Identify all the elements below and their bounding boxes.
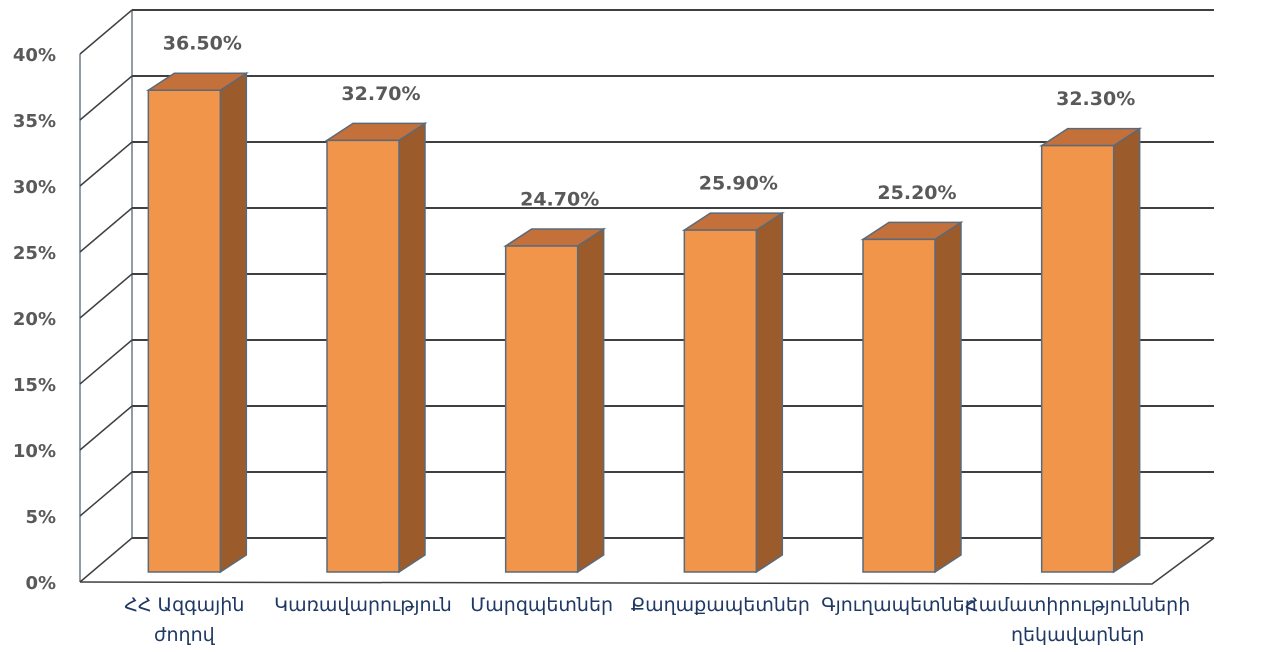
x-tick-label: Գյուղապետներ [821, 594, 977, 616]
data-label: 36.50% [163, 33, 242, 55]
bar-front [862, 238, 936, 573]
data-label: 32.70% [341, 83, 420, 105]
y-tick-label: 10% [13, 441, 56, 462]
data-label: 25.20% [877, 182, 956, 204]
y-tick-label: 0% [25, 573, 56, 594]
x-tick-label-box: Կառավարություն [274, 590, 452, 620]
data-label: 32.30% [1056, 88, 1135, 110]
y-tick-label: 25% [13, 243, 56, 264]
grid-line [79, 339, 133, 385]
grid-line [79, 75, 133, 121]
bar-front [1040, 144, 1115, 573]
x-tick-label: ՀՀ Ազգային ժողով [124, 594, 245, 646]
y-tick-label: 15% [13, 375, 56, 396]
grid-line [79, 9, 133, 55]
grid-line [79, 273, 133, 319]
bar [860, 220, 964, 574]
bar [324, 121, 428, 574]
bar [503, 227, 607, 574]
x-tick-label-box: Մարզպետներ [467, 590, 617, 620]
bar-side [1112, 127, 1141, 574]
y-tick-label: 40% [13, 45, 56, 66]
bar-side [576, 227, 605, 574]
grid-line [79, 207, 133, 253]
y-tick-label: 35% [13, 111, 56, 132]
y-tick-label: 30% [13, 177, 56, 198]
bar-side [219, 71, 248, 574]
x-tick-label: Համատիրությունների ղեկավարներ [965, 594, 1191, 646]
x-tick-label: Կառավարություն [274, 594, 452, 616]
grid-line [79, 141, 133, 187]
grid-line [79, 405, 133, 451]
floor [79, 537, 1215, 585]
data-label: 24.70% [520, 188, 599, 210]
bar [681, 211, 785, 574]
bar-front [326, 139, 400, 573]
bar-front [683, 229, 758, 573]
bar [1039, 127, 1143, 574]
bar-front [504, 245, 579, 573]
x-tick-label-box: ՀՀ Ազգային ժողով [109, 590, 259, 650]
bar-side [755, 211, 784, 574]
data-label: 25.90% [699, 173, 778, 195]
bar-front [147, 89, 222, 573]
x-tick-label-box: Քաղաքապետներ [631, 590, 810, 620]
x-tick-label: Քաղաքապետներ [630, 594, 810, 616]
bar [145, 71, 249, 574]
x-tick-label-box: Համատիրությունների ղեկավարներ [965, 590, 1190, 650]
y-tick-label: 20% [13, 309, 56, 330]
bar-side [934, 220, 962, 574]
x-tick-label: Մարզպետներ [470, 594, 614, 616]
grid-line [79, 471, 133, 517]
y-tick-label: 5% [25, 507, 56, 528]
x-tick-label-box: Գյուղապետներ [821, 590, 977, 620]
grid-line [79, 537, 133, 583]
bar-side [398, 121, 426, 574]
